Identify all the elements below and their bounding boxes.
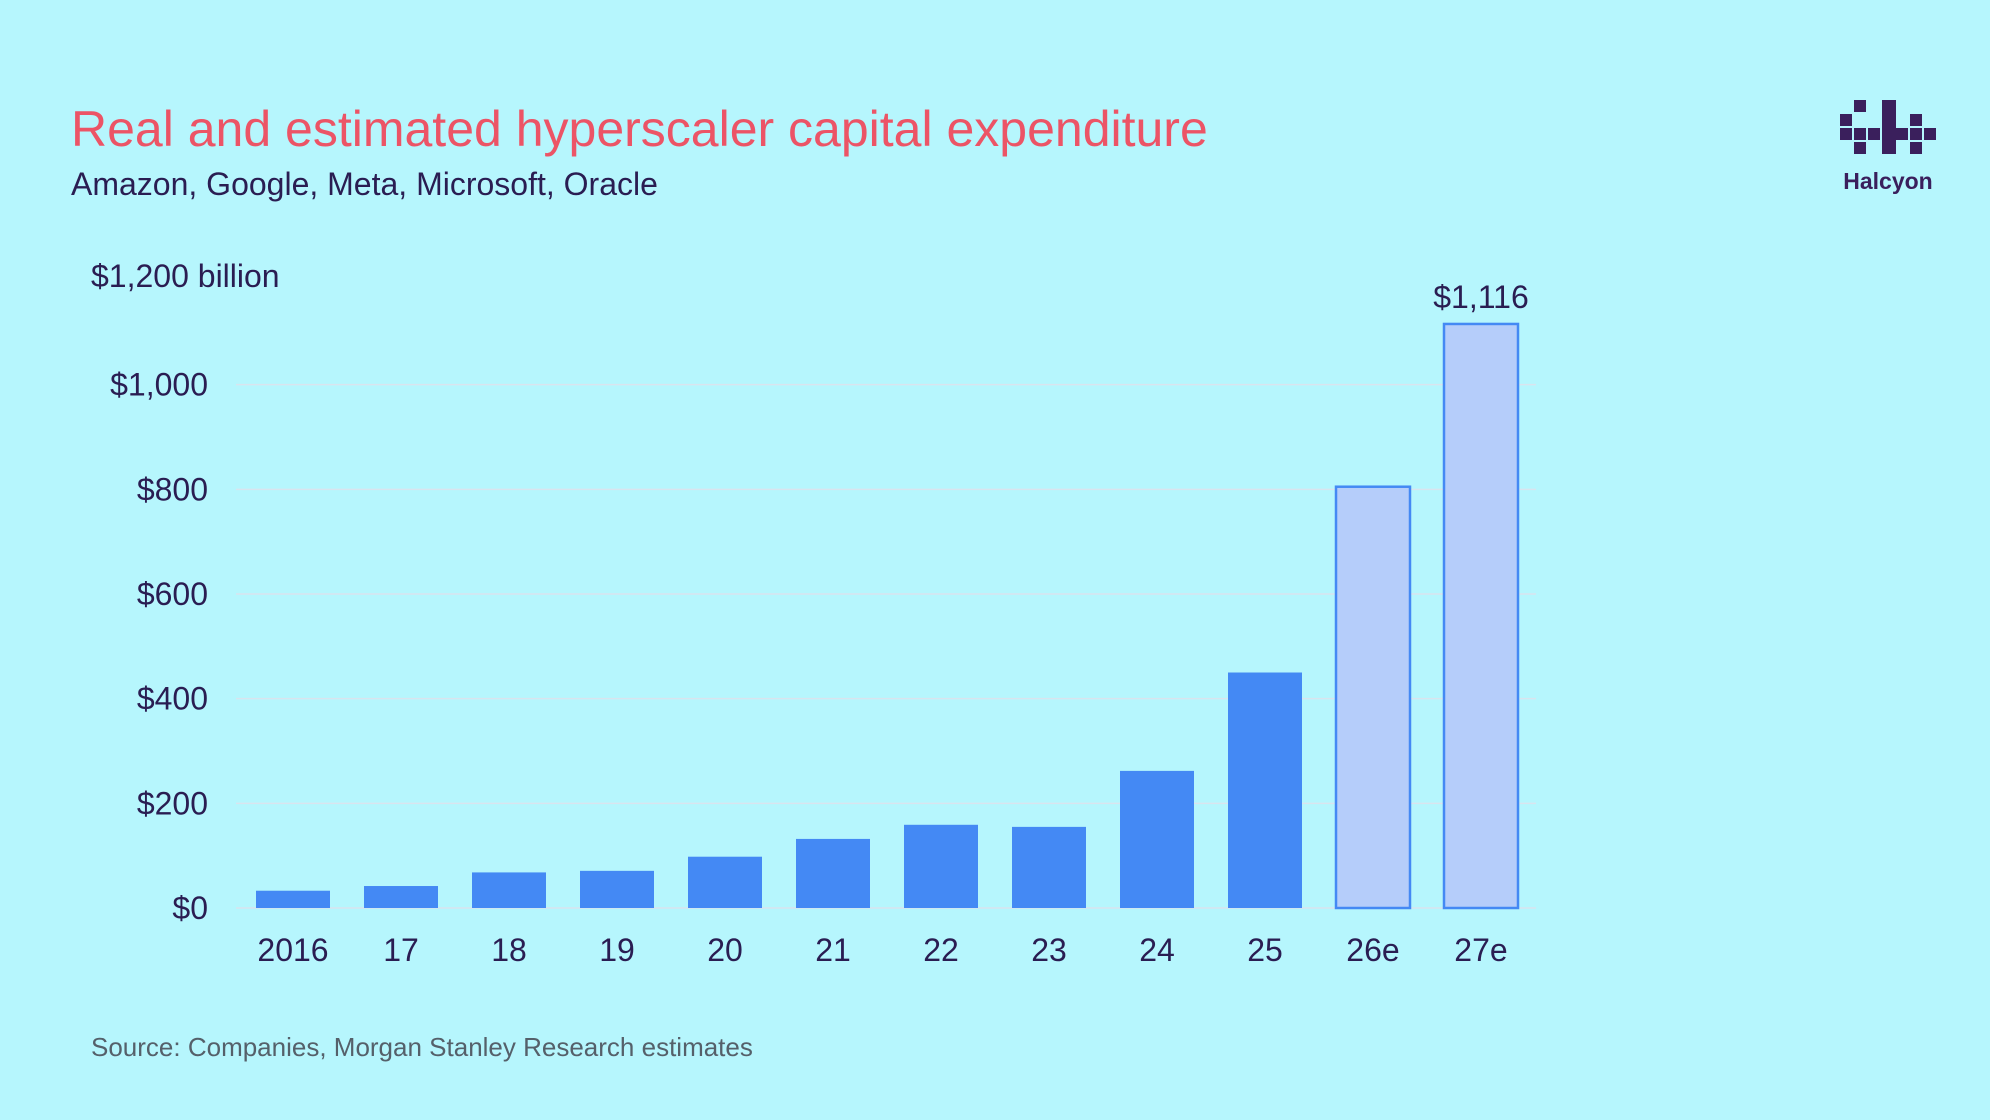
x-axis-ticks: 2016 17 18 19 20 21 22 23 24 25 26e 27e: [257, 932, 1507, 968]
bar-actual: [1012, 826, 1086, 908]
bar-actual: [796, 838, 870, 908]
bar-actual: [256, 890, 330, 908]
y-tick-label: $1,000: [110, 367, 208, 403]
x-tick-label: 19: [599, 932, 635, 968]
halcyon-logo-icon: [1840, 100, 1936, 154]
bar-actual: [472, 872, 546, 908]
y-axis-label: $1,200 billion: [91, 258, 280, 294]
x-tick-label: 27e: [1454, 932, 1507, 968]
y-tick-label: $200: [137, 785, 208, 821]
source-note: Source: Companies, Morgan Stanley Resear…: [91, 1032, 753, 1062]
data-label: $1,116: [1433, 279, 1529, 315]
bar-actual: [1120, 770, 1194, 908]
x-tick-label: 24: [1139, 932, 1175, 968]
gridlines: [236, 383, 1536, 909]
x-tick-label: 17: [383, 932, 419, 968]
y-tick-label: $0: [172, 890, 208, 926]
bar-actual: [904, 824, 978, 908]
x-tick-label: 2016: [257, 932, 328, 968]
y-tick-label: $600: [137, 576, 208, 612]
x-tick-label: 21: [815, 932, 851, 968]
brand-name: Halcyon: [1843, 168, 1933, 194]
bar-actual: [364, 886, 438, 908]
x-tick-label: 26e: [1346, 932, 1399, 968]
bars: [256, 322, 1520, 910]
bar-estimated: [1334, 485, 1412, 910]
chart-subtitle: Amazon, Google, Meta, Microsoft, Oracle: [71, 166, 658, 202]
bar-actual: [580, 870, 654, 908]
bar-actual: [1228, 672, 1302, 908]
y-axis-ticks: $0 $200 $400 $600 $800 $1,000: [110, 367, 208, 926]
bar-estimated: [1442, 322, 1520, 910]
chart-title: Real and estimated hyperscaler capital e…: [71, 101, 1208, 157]
data-labels: $1,116: [1433, 279, 1529, 315]
x-tick-label: 20: [707, 932, 743, 968]
y-tick-label: $400: [137, 681, 208, 717]
x-tick-label: 22: [923, 932, 959, 968]
x-tick-label: 23: [1031, 932, 1067, 968]
x-tick-label: 18: [491, 932, 527, 968]
x-tick-label: 25: [1247, 932, 1283, 968]
y-tick-label: $800: [137, 471, 208, 507]
bar-actual: [688, 856, 762, 908]
